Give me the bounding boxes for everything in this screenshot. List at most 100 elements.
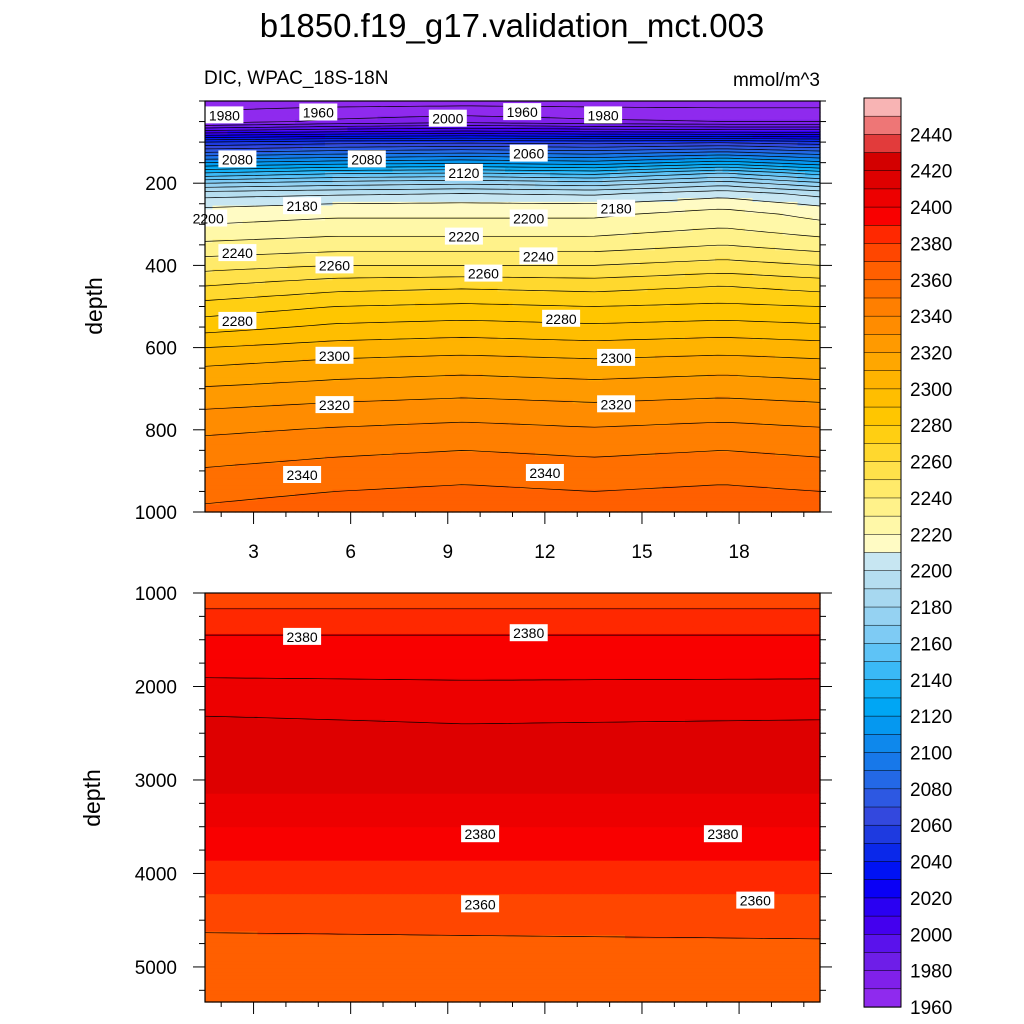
contour-fill-cell [467,142,476,147]
contour-fill-cell [310,235,319,240]
contour-fill-cell [767,231,776,237]
contour-fill-cell [490,130,499,136]
contour-fill-cell [287,242,296,248]
contour-fill-cell [265,250,274,255]
contour-fill-cell [722,198,731,203]
contour-fill-cell [205,250,214,255]
contour-fill-cell [790,224,799,229]
contour-fill-cell [272,246,281,252]
contour-fill-cell [340,157,349,162]
contour-fill-cell [595,142,604,147]
contour-fill-cell [737,145,746,151]
contour-fill-cell [587,220,596,225]
contour-fill-cell [520,235,529,240]
contour-fill-cell [347,201,356,207]
contour-fill-cell [400,313,409,319]
contour-fill-cell [662,101,671,106]
contour-fill-cell [212,183,221,188]
contour-fill-cell [242,287,251,293]
contour-fill-cell [257,242,266,248]
contour-fill-cell [460,209,469,214]
contour-fill-cell [415,101,424,106]
contour-fill-cell [557,123,566,128]
contour-fill-cell [632,254,641,259]
contour-fill-cell [692,321,701,326]
contour-fill-cell [730,228,739,233]
contour-fill-cell [265,201,274,207]
contour-fill-cell [685,231,694,237]
contour-fill-cell [580,254,589,259]
contour-fill-cell [685,261,694,266]
contour-fill-cell [430,104,439,110]
contour-fill-cell [580,134,589,139]
contour-fill-cell [400,179,409,184]
contour-fill-cell [280,235,289,240]
contour-fill-cell [392,280,401,285]
contour-fill-cell [430,254,439,259]
contour-fill-cell [430,321,439,326]
contour-fill-cell [520,183,529,188]
contour-fill-cell [362,242,371,248]
contour-fill-cell [235,213,244,218]
contour-fill-cell [497,171,506,177]
contour-fill-cell [692,231,701,237]
contour-fill-cell [580,299,589,304]
contour-fill-cell [527,228,536,233]
contour-fill-cell [460,134,469,139]
contour-fill-cell [415,231,424,237]
contour-fill-cell [415,179,424,184]
contour-fill-cell [430,160,439,166]
contour-fill-cell [235,291,244,296]
contour-fill-cell [550,145,559,151]
contour-fill-cell [685,175,694,181]
contour-fill-cell [752,257,761,263]
contour-fill-cell [707,164,716,169]
contour-fill-cell [752,254,761,259]
contour-fill-cell [377,119,386,125]
contour-fill-cell [662,112,671,117]
contour-fill-cell [370,269,379,274]
contour-fill-cell [715,235,724,240]
contour-fill-cell [655,145,664,151]
contour-fill-cell [580,269,589,274]
contour-fill-cell [655,164,664,169]
contour-fill-cell [782,302,791,308]
contour-fill-cell [557,149,566,154]
contour-fill-cell [767,168,776,173]
contour-fill-cell [280,190,289,196]
contour-fill-cell [647,231,656,237]
contour-fill-cell [227,123,236,128]
contour-fill-cell [647,142,656,147]
contour-fill-cell [677,164,686,169]
contour-fill-cell [445,291,454,296]
contour-fill-cell [775,257,784,263]
contour-fill-cell [370,179,379,184]
contour-fill-cell [572,280,581,285]
contour-fill-cell [467,119,476,125]
contour-fill-cell [790,153,799,158]
contour-fill-cell [422,325,431,330]
contour-fill-cell [482,295,491,300]
contour-fill-cell [505,153,514,158]
contour-fill-cell [610,287,619,293]
contour-fill-cell [557,153,566,158]
contour-fill-cell [767,112,776,117]
contour-fill-cell [317,138,326,143]
contour-fill-cell [730,254,739,259]
contour-fill-cell [722,175,731,181]
contour-fill-cell [355,321,364,326]
contour-fill-cell [265,220,274,225]
contour-fill-cell [527,171,536,177]
contour-fill-cell [482,310,491,315]
contour-fill-cell [385,228,394,233]
contour-fill-cell [535,119,544,125]
contour-fill-cell [677,239,686,244]
contour-fill-cell [730,317,739,323]
contour-fill-cell [212,168,221,173]
contour-fill-cell [497,130,506,136]
contour-fill-cell [377,115,386,121]
contour-fill-cell [310,220,319,225]
contour-fill-cell [505,171,514,177]
contour-fill-cell [572,164,581,169]
contour-fill-cell [775,235,784,240]
